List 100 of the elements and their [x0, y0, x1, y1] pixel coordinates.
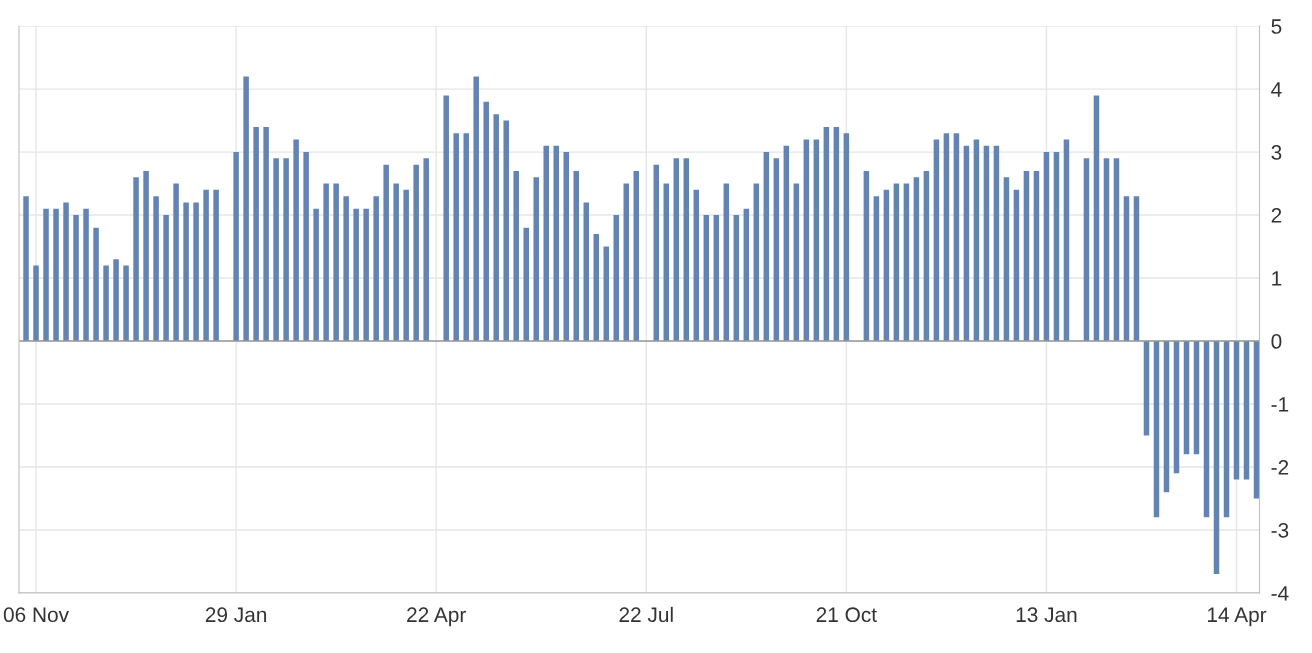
bar — [23, 196, 29, 342]
bar — [753, 183, 760, 342]
bar — [703, 215, 710, 342]
bar — [1083, 158, 1090, 342]
x-tick-label: 22 Apr — [407, 607, 466, 627]
y-tick-label: 5 — [1271, 19, 1282, 34]
bar — [343, 196, 349, 342]
bar — [633, 170, 640, 342]
bar — [793, 183, 800, 342]
bar — [383, 164, 389, 342]
bar — [823, 126, 830, 342]
bar — [813, 139, 820, 342]
bar — [123, 265, 129, 342]
bar — [773, 158, 780, 342]
bar — [73, 215, 79, 342]
bar — [693, 189, 700, 342]
bar — [953, 133, 960, 342]
bar — [623, 183, 630, 342]
x-tick-label: 14 Apr — [1207, 607, 1267, 627]
bar — [923, 170, 930, 342]
bar — [93, 227, 99, 342]
bar — [683, 158, 690, 342]
bar — [403, 189, 409, 342]
y-tick-label: -4 — [1271, 586, 1289, 601]
bar — [883, 189, 890, 342]
bar — [533, 177, 539, 342]
bar — [163, 215, 169, 342]
bar — [733, 215, 740, 342]
bar — [1153, 341, 1160, 518]
bar — [1193, 341, 1200, 455]
bar — [1183, 341, 1190, 455]
bar — [193, 202, 199, 342]
bar — [743, 208, 750, 342]
bar — [273, 158, 279, 342]
bar — [1053, 152, 1060, 342]
y-tick-label: 2 — [1271, 208, 1282, 223]
bar — [1173, 341, 1180, 474]
bar — [113, 259, 119, 342]
y-tick-label: 1 — [1272, 271, 1282, 286]
bar — [143, 170, 149, 342]
bar — [203, 189, 209, 342]
bar — [363, 208, 369, 342]
bar — [803, 139, 810, 342]
bar — [523, 227, 529, 342]
bar — [503, 120, 509, 342]
bar — [583, 202, 589, 342]
bar — [1223, 341, 1230, 518]
bar — [653, 164, 660, 342]
bar — [783, 145, 790, 342]
bar — [1033, 170, 1040, 342]
bar — [963, 145, 970, 342]
bar — [243, 76, 249, 342]
bar — [283, 158, 289, 342]
bar — [1003, 177, 1010, 342]
bar — [873, 196, 880, 342]
bar — [213, 189, 219, 342]
x-tick-label: 21 Oct — [816, 607, 877, 623]
bar — [933, 139, 940, 342]
x-tick-label: 22 Jul — [619, 606, 673, 623]
bar — [333, 183, 339, 342]
bar — [53, 208, 59, 342]
bar — [133, 177, 139, 342]
bar — [453, 133, 459, 342]
x-tick-label: 06 Nov — [3, 607, 69, 623]
bar — [543, 145, 549, 342]
bar — [593, 233, 600, 342]
y-tick-label: -1 — [1271, 397, 1289, 412]
bar — [1233, 341, 1240, 480]
bar — [563, 152, 569, 342]
bar — [833, 126, 840, 342]
bar — [553, 145, 559, 342]
bar — [663, 183, 670, 342]
bar — [423, 158, 429, 342]
bar — [33, 265, 39, 342]
bar — [573, 170, 579, 342]
bar — [483, 101, 489, 342]
bar — [1123, 196, 1130, 342]
bar — [463, 133, 469, 342]
bar — [1013, 189, 1020, 342]
bar — [183, 202, 189, 342]
bar — [723, 183, 730, 342]
bar — [293, 139, 299, 342]
y-tick-label: -3 — [1271, 522, 1289, 538]
bar — [1113, 158, 1120, 342]
bar — [263, 126, 269, 342]
bar — [373, 196, 379, 342]
bar — [973, 139, 980, 342]
bar — [613, 215, 620, 342]
bar — [1043, 152, 1050, 342]
bar — [673, 158, 680, 342]
bar — [1243, 341, 1250, 480]
bar — [1093, 95, 1100, 342]
x-tick-label: 29 Jan — [205, 607, 267, 623]
bar — [913, 177, 920, 342]
bar — [233, 152, 239, 342]
bar — [153, 196, 159, 342]
bar — [983, 145, 990, 342]
bar — [1063, 139, 1070, 342]
y-tick-label: 3 — [1271, 145, 1282, 160]
bar — [103, 265, 109, 342]
